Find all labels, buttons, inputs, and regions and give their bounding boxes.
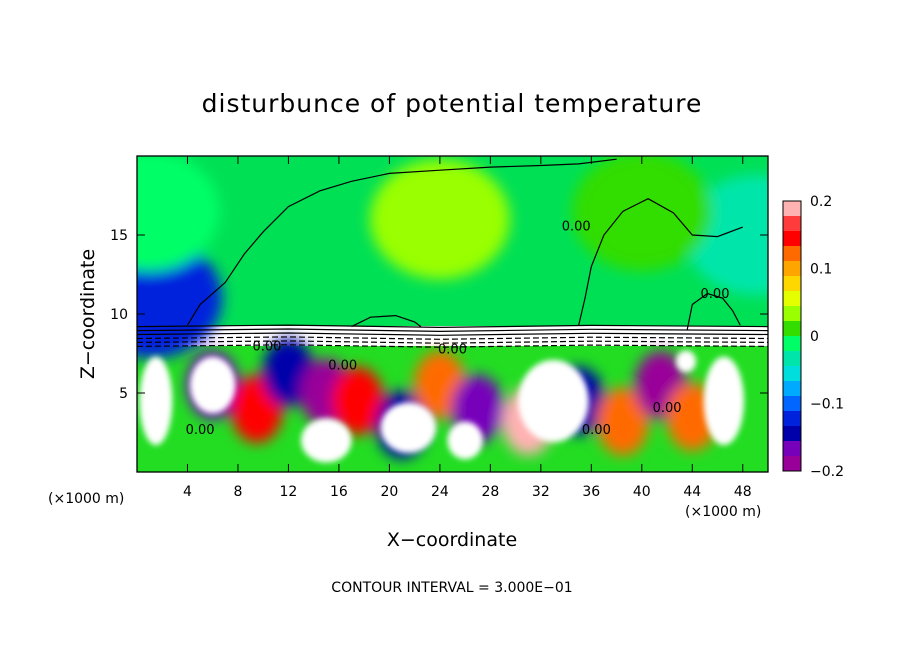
colorbar-swatch-13 <box>783 396 801 412</box>
inversion-contour-1 <box>137 328 768 333</box>
x-tick-label-3: 16 <box>330 484 348 500</box>
contour-line-0 <box>186 158 617 326</box>
y-axis-label: Z−coordinate <box>77 249 99 379</box>
x-tick-label-7: 32 <box>532 484 550 500</box>
contour-line-1 <box>578 198 744 326</box>
inversion-contour-3 <box>137 336 768 340</box>
field-value-10 <box>596 387 649 456</box>
y-axis: 5 10 15 <box>110 228 768 402</box>
inversion-contour-4 <box>137 340 768 344</box>
x-tick-label-10: 44 <box>683 484 701 500</box>
inversion-contour-0 <box>137 324 768 329</box>
colorbar-swatch-11 <box>783 366 801 382</box>
colorbar-tick-label-1: 0.1 <box>810 262 832 278</box>
saturated-region-1 <box>380 402 437 454</box>
colorbar-swatch-16 <box>783 441 801 457</box>
x-axis-label: X−coordinate <box>387 529 517 551</box>
colorbar-swatch-10 <box>783 351 801 367</box>
colorbar: 0.2 0.1 0 −0.1 −0.2 <box>782 194 844 480</box>
colorbar-swatch-2 <box>783 231 801 247</box>
colorbar-swatch-6 <box>783 291 801 307</box>
colorbar-tick-label-4: −0.2 <box>810 464 844 480</box>
x-unit-right: (×1000 m) <box>685 504 761 520</box>
field-value-15 <box>137 156 220 272</box>
colorbar-swatch-9 <box>783 336 801 352</box>
chart-title: disturbunce of potential temperature <box>202 89 703 118</box>
colorbar-swatch-7 <box>783 306 801 322</box>
saturated-region-4 <box>703 356 745 446</box>
y-tick-label-0: 5 <box>119 386 128 402</box>
colorbar-tick-label-2: 0 <box>810 329 819 345</box>
contour-line-3 <box>351 314 422 328</box>
x-tick-label-5: 24 <box>431 484 449 500</box>
contour-label-0: 0.00 <box>562 219 591 234</box>
colorbar-swatch-4 <box>783 261 801 277</box>
y-tick-label-1: 10 <box>110 307 128 323</box>
colorbar-swatch-15 <box>783 426 801 442</box>
x-tick-label-6: 28 <box>481 484 499 500</box>
x-tick-label-1: 8 <box>233 484 242 500</box>
contour-line-2 <box>686 292 741 330</box>
field-value-16 <box>369 159 510 280</box>
plot-area: 0.00 0.00 0.00 0.00 0.00 0.00 0.00 0.00 <box>137 156 768 472</box>
field-value-17 <box>571 156 712 272</box>
colorbar-swatch-0 <box>783 201 801 217</box>
y-tick-label-2: 15 <box>110 228 128 244</box>
x-unit-left: (×1000 m) <box>48 491 124 507</box>
colorbar-tick-label-0: 0.2 <box>810 194 832 210</box>
colorbar-swatch-5 <box>783 276 801 292</box>
colorbar-swatch-1 <box>783 216 801 232</box>
contour-interval-note: CONTOUR INTERVAL = 3.000E−01 <box>331 580 572 596</box>
saturated-region-6 <box>447 421 483 460</box>
saturated-region-3 <box>518 359 589 442</box>
colorbar-swatch-12 <box>783 381 801 397</box>
x-tick-label-4: 20 <box>380 484 398 500</box>
colorbar-tick-label-3: −0.1 <box>810 397 844 413</box>
x-tick-label-11: 48 <box>734 484 752 500</box>
contour-label-4: 0.00 <box>438 343 467 358</box>
saturated-region-7 <box>675 350 697 373</box>
colorbar-swatch-17 <box>783 456 801 472</box>
inversion-contour-5 <box>137 344 768 348</box>
contour-label-1: 0.00 <box>701 287 730 302</box>
x-tick-label-8: 36 <box>582 484 600 500</box>
contour-label-2: 0.00 <box>253 339 282 354</box>
field-value-4 <box>331 366 384 435</box>
colorbar-frame <box>782 200 802 472</box>
x-tick-label-0: 4 <box>183 484 192 500</box>
colorbar-swatch-14 <box>783 411 801 427</box>
saturated-region-5 <box>139 356 173 446</box>
contour-label-5: 0.00 <box>186 423 215 438</box>
inversion-contour-2 <box>137 332 768 336</box>
contour-label-6: 0.00 <box>582 423 611 438</box>
x-tick-label-2: 12 <box>280 484 298 500</box>
saturated-region-0 <box>190 356 236 414</box>
x-axis: 4 8 12 16 20 24 28 32 36 40 44 48 <box>183 156 752 500</box>
x-tick-label-9: 40 <box>633 484 651 500</box>
colorbar-swatch-3 <box>783 246 801 262</box>
contour-label-7: 0.00 <box>653 401 682 416</box>
contour-label-3: 0.00 <box>328 358 357 373</box>
saturated-region-2 <box>301 418 352 463</box>
colorbar-swatch-8 <box>783 321 801 337</box>
